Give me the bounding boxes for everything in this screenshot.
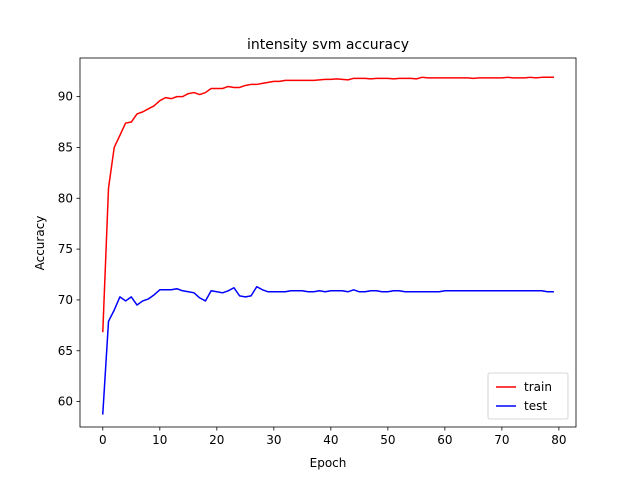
y-axis-label: Accuracy [33, 216, 47, 271]
legend-label-train: train [524, 380, 552, 394]
x-tick-label: 30 [266, 433, 281, 447]
x-tick-label: 80 [551, 433, 566, 447]
legend: train test [487, 372, 569, 420]
x-tick-label: 60 [437, 433, 452, 447]
y-tick-label: 75 [58, 242, 73, 256]
y-axis: 60 65 70 75 80 85 90 [58, 90, 80, 409]
x-tick-label: 70 [494, 433, 509, 447]
legend-box [487, 372, 569, 420]
y-tick-label: 70 [58, 293, 73, 307]
y-tick-label: 90 [58, 90, 73, 104]
y-tick-label: 65 [58, 344, 73, 358]
series-line-test [102, 285, 554, 415]
x-tick-label: 40 [323, 433, 338, 447]
x-tick-label: 50 [380, 433, 395, 447]
plot-area [79, 57, 577, 428]
chart-title: intensity svm accuracy [247, 37, 409, 53]
y-tick-label: 60 [58, 395, 73, 409]
y-tick-label: 80 [58, 191, 73, 205]
x-tick-label: 20 [209, 433, 224, 447]
x-axis-label: Epoch [310, 456, 347, 470]
x-tick-label: 0 [99, 433, 107, 447]
legend-label-test: test [524, 399, 547, 413]
plot-frame [79, 57, 577, 428]
series-line-train [102, 76, 554, 333]
x-axis: 0 10 20 30 40 50 60 70 80 [99, 427, 567, 447]
x-tick-label: 10 [152, 433, 167, 447]
y-tick-label: 85 [58, 140, 73, 154]
